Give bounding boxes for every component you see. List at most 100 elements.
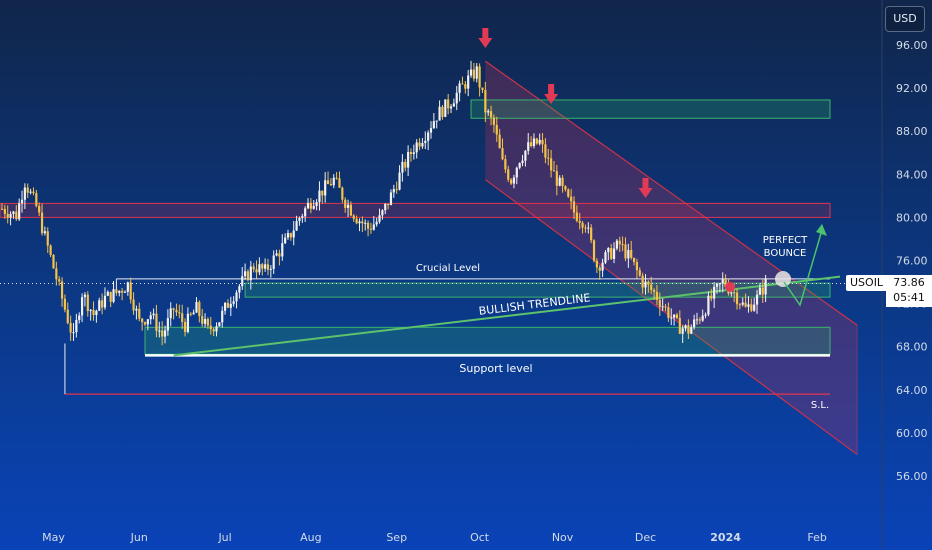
candle-body bbox=[581, 222, 584, 228]
candle-body bbox=[175, 309, 178, 313]
candle-body bbox=[12, 211, 15, 215]
candle-body bbox=[693, 319, 696, 328]
candle-body bbox=[109, 291, 112, 302]
symbol-label: USOIL bbox=[846, 275, 888, 291]
candle-body bbox=[547, 157, 550, 159]
candle-body bbox=[289, 233, 292, 238]
candle-body bbox=[415, 142, 418, 153]
candle-body bbox=[86, 294, 89, 312]
candle-body bbox=[555, 171, 558, 186]
perfect-bounce-label-1: PERFECT bbox=[763, 235, 808, 246]
candle-body bbox=[427, 132, 430, 141]
candle-body bbox=[484, 89, 487, 113]
currency-button[interactable]: USD bbox=[885, 6, 925, 32]
candle-body bbox=[604, 252, 607, 263]
candle-body bbox=[544, 144, 547, 158]
candle-body bbox=[132, 299, 135, 311]
candle-body bbox=[452, 103, 455, 107]
candle-body bbox=[369, 228, 373, 230]
support-zone bbox=[244, 282, 831, 298]
candle-body bbox=[538, 139, 541, 144]
candle-body bbox=[515, 167, 518, 178]
candle-body bbox=[292, 230, 295, 238]
candle-body bbox=[264, 264, 267, 269]
candle-body bbox=[509, 179, 513, 184]
candle-body bbox=[78, 315, 81, 320]
candle-body bbox=[226, 302, 230, 308]
candle-body bbox=[349, 204, 353, 216]
candle-body bbox=[710, 295, 713, 299]
candle-body bbox=[412, 152, 415, 155]
candle-body bbox=[681, 328, 684, 334]
candle-body bbox=[92, 309, 95, 316]
candle-body bbox=[115, 289, 118, 293]
candle-body bbox=[149, 315, 152, 320]
candle-body bbox=[661, 306, 664, 308]
candle-body bbox=[444, 99, 447, 117]
candle-body bbox=[155, 313, 158, 331]
candle-body bbox=[418, 142, 421, 147]
candle-body bbox=[83, 294, 87, 298]
candle-body bbox=[635, 262, 639, 271]
candle-body bbox=[524, 150, 527, 161]
candle-body bbox=[244, 271, 247, 277]
candle-body bbox=[584, 227, 587, 229]
candle-body bbox=[261, 264, 264, 269]
candle-body bbox=[9, 214, 12, 218]
candle-body bbox=[306, 202, 310, 209]
candle-body bbox=[472, 69, 475, 79]
candle-body bbox=[449, 106, 453, 109]
candle-body bbox=[518, 163, 521, 168]
candle-body bbox=[467, 75, 470, 89]
candle-body bbox=[713, 286, 716, 299]
stop-loss-label: S.L. bbox=[811, 400, 829, 411]
candle-body bbox=[143, 322, 147, 325]
candle-body bbox=[647, 281, 650, 285]
candle-body bbox=[121, 290, 124, 293]
candle-body bbox=[758, 287, 761, 295]
candle-body bbox=[695, 319, 699, 321]
entry-dot bbox=[725, 282, 735, 292]
candle-body bbox=[487, 111, 490, 113]
candle-body bbox=[658, 299, 661, 307]
candle-body bbox=[527, 142, 530, 151]
candle-body bbox=[630, 249, 633, 258]
x-tick-label: Nov bbox=[552, 531, 574, 544]
candle-body bbox=[670, 317, 673, 319]
candle-body bbox=[126, 282, 129, 292]
candle-body bbox=[750, 304, 753, 311]
candle-body bbox=[721, 279, 724, 284]
candle-body bbox=[618, 240, 621, 245]
candle-body bbox=[441, 106, 444, 117]
candle-body bbox=[146, 319, 149, 325]
candle-body bbox=[223, 302, 227, 311]
projection-arrow bbox=[783, 229, 823, 307]
candle-body bbox=[535, 138, 538, 144]
candle-body bbox=[372, 224, 375, 230]
candle-body bbox=[578, 220, 581, 223]
candle-body bbox=[701, 315, 704, 321]
candle-body bbox=[203, 319, 207, 324]
perfect-bounce-label-2: BOUNCE bbox=[764, 248, 807, 259]
candle-body bbox=[730, 292, 733, 294]
candle-body bbox=[315, 202, 318, 207]
candle-body bbox=[741, 302, 744, 305]
candle-body bbox=[733, 292, 736, 294]
candle-body bbox=[80, 297, 84, 316]
candle-body bbox=[627, 249, 630, 259]
candle-body bbox=[141, 318, 144, 323]
candle-body bbox=[507, 169, 510, 180]
candle-body bbox=[364, 222, 367, 224]
candle-body bbox=[655, 291, 659, 300]
candles bbox=[0, 60, 767, 346]
candle-body bbox=[489, 111, 493, 118]
candle-body bbox=[338, 178, 341, 188]
candle-body bbox=[26, 187, 29, 193]
candle-body bbox=[72, 332, 75, 334]
candle-body bbox=[163, 330, 167, 337]
candle-body bbox=[206, 319, 210, 326]
candle-body bbox=[18, 203, 21, 220]
candle-body bbox=[375, 221, 378, 225]
candle-body bbox=[249, 266, 252, 281]
